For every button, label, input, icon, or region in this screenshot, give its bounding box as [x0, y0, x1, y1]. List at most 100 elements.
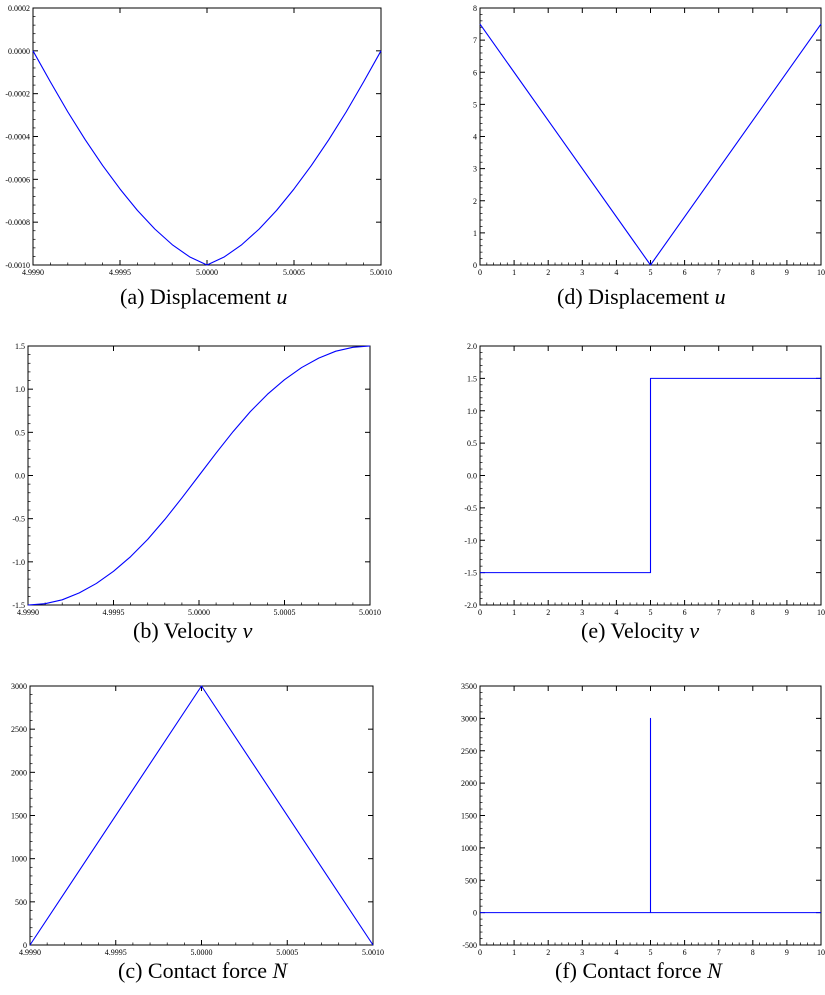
- y-tick-label-d: 8: [473, 4, 477, 13]
- caption-f-text: (f) Contact force: [555, 958, 708, 983]
- series-line-b-0: [27, 345, 371, 606]
- y-tick-label-d: 0: [473, 261, 477, 270]
- x-tick-label-e: 4: [614, 608, 618, 617]
- y-tick-label-b: -1.0: [12, 558, 25, 567]
- chart-plot-f: 0 1 2 3 4 5 6 7 8 9 10-500050010001500200025003000…: [461, 682, 825, 957]
- caption-a-var: u: [276, 284, 288, 309]
- caption-c-var: N: [272, 958, 288, 983]
- x-tick-label-d: 8: [751, 268, 755, 277]
- y-tick-label-b: 1.5: [15, 342, 25, 351]
- caption-d: (d) Displacement u: [557, 284, 726, 310]
- series-line-d-0: [479, 23, 822, 266]
- caption-b-text: (b) Velocity: [133, 618, 243, 643]
- y-tick-label-e: 2.0: [467, 342, 477, 351]
- y-tick-label-c: 0: [23, 941, 27, 950]
- y-tick-label-f: 0: [473, 909, 477, 918]
- x-tick-label-e: 8: [751, 608, 755, 617]
- caption-c: (c) Contact force N: [118, 958, 287, 984]
- x-tick-label-f: 5: [649, 948, 653, 957]
- series-line-f-0: [480, 717, 821, 914]
- y-tick-label-c: 500: [15, 898, 27, 907]
- x-tick-label-e: 9: [785, 608, 789, 617]
- x-tick-label-f: 7: [717, 948, 721, 957]
- x-tick-label-f: 4: [614, 948, 618, 957]
- x-tick-label-e: 1: [512, 608, 516, 617]
- x-tick-label-e: 0: [478, 608, 482, 617]
- y-tick-label-d: 5: [473, 100, 477, 109]
- x-tick-label-b: 5.0010: [359, 608, 381, 617]
- x-tick-label-f: 3: [580, 948, 584, 957]
- y-tick-label-c: 2000: [11, 768, 27, 777]
- x-tick-label-d: 5: [649, 268, 653, 277]
- x-tick-label-f: 1: [512, 948, 516, 957]
- x-tick-label-d: 9: [785, 268, 789, 277]
- x-tick-label-f: 2: [546, 948, 550, 957]
- caption-b: (b) Velocity v: [133, 618, 252, 644]
- caption-b-var: v: [242, 618, 253, 643]
- y-tick-label-c: 1500: [11, 812, 27, 821]
- chart-plot-b: 4.9990 4.9995 5.0000 5.0005 5.0010 -1.5 -1.0 -0…: [12, 342, 381, 617]
- x-tick-label-e: 3: [580, 608, 584, 617]
- series-line-a-0: [32, 50, 382, 266]
- x-tick-label-b: 5.0005: [274, 608, 296, 617]
- y-tick-label-a: -0.0008: [5, 218, 30, 227]
- x-tick-label-d: 0: [478, 268, 482, 277]
- series-line-e-0: [480, 377, 821, 574]
- caption-f: (f) Contact force N: [555, 958, 722, 984]
- caption-d-text: (d) Displacement: [557, 284, 715, 309]
- y-tick-label-b: 1.0: [15, 385, 25, 394]
- x-tick-label-d: 7: [717, 268, 721, 277]
- y-tick-label-a: -0.0006: [5, 175, 30, 184]
- x-tick-label-a: 4.9995: [109, 268, 131, 277]
- x-tick-label-a: 4.9990: [22, 268, 44, 277]
- y-tick-label-d: 4: [473, 133, 477, 142]
- y-tick-label-d: 2: [473, 197, 477, 206]
- y-tick-label-f: 3500: [461, 682, 477, 691]
- x-tick-label-d: 4: [614, 268, 618, 277]
- caption-e-text: (e) Velocity: [581, 618, 690, 643]
- y-tick-label-d: 3: [473, 165, 477, 174]
- y-tick-label-f: 1500: [461, 812, 477, 821]
- chart-plot-c: 4.9990 4.9995 5.0000 5.0005 5.0010 0 500 1000 15…: [11, 682, 384, 957]
- y-tick-label-e: 1.5: [467, 374, 477, 383]
- y-tick-label-c: 3000: [11, 682, 27, 691]
- y-tick-label-e: -0.5: [464, 504, 477, 513]
- x-tick-label-a: 5.0005: [283, 268, 305, 277]
- x-tick-label-f: 8: [751, 948, 755, 957]
- x-tick-label-d: 10: [817, 268, 825, 277]
- y-tick-label-b: -0.5: [12, 515, 25, 524]
- x-tick-label-c: 5.0010: [362, 948, 384, 957]
- x-tick-label-a: 5.0000: [196, 268, 218, 277]
- x-tick-label-b: 4.9995: [103, 608, 125, 617]
- y-tick-label-e: 1.0: [467, 407, 477, 416]
- chart-panel-e: 0 1 2 3 4 5 6 7 8 9 10 -2.0 -1.5 -1.0 -0.5 0.0 0.5 1.0 1.5…: [420, 330, 825, 660]
- caption-d-var: u: [714, 284, 726, 309]
- y-tick-label-f: 2000: [461, 779, 477, 788]
- y-tick-label-d: 7: [473, 36, 477, 45]
- y-tick-label-f: 3000: [461, 714, 477, 723]
- x-tick-label-d: 2: [546, 268, 550, 277]
- y-tick-label-f: -500: [462, 941, 477, 950]
- series-line-c-0: [29, 685, 374, 946]
- y-tick-label-e: 0.0: [467, 472, 477, 481]
- y-tick-label-a: -0.0010: [5, 261, 30, 270]
- x-tick-label-e: 7: [717, 608, 721, 617]
- x-tick-label-f: 10: [817, 948, 825, 957]
- y-tick-label-a: -0.0004: [5, 133, 30, 142]
- chart-panel-f: 0 1 2 3 4 5 6 7 8 9 10 -500 0 500 1000 1500 2000 2500 3000…: [420, 670, 825, 995]
- x-tick-label-c: 4.9990: [19, 948, 41, 957]
- caption-e: (e) Velocity v: [581, 618, 699, 644]
- chart-panel-d: 0 1 2 3 4 5 6 7 8 9 10 0 1 2 3 4 5 6 7 8 (d) Displacement u: [420, 0, 825, 320]
- x-tick-label-d: 3: [580, 268, 584, 277]
- y-tick-label-b: 0.0: [15, 472, 25, 481]
- x-tick-label-b: 5.0000: [188, 608, 210, 617]
- x-tick-label-e: 5: [649, 608, 653, 617]
- plot-frame-d: [479, 7, 822, 266]
- x-tick-label-f: 0: [478, 948, 482, 957]
- y-tick-label-f: 2500: [461, 747, 477, 756]
- x-tick-label-e: 6: [683, 608, 687, 617]
- x-tick-label-c: 5.0005: [276, 948, 298, 957]
- y-tick-label-a: -0.0002: [5, 90, 30, 99]
- chart-plot-a: 4.9990 4.9995 5.0000 5.0005 5.0010 -0.0010 -0.…: [5, 4, 392, 277]
- plot-frame-a: [32, 7, 382, 266]
